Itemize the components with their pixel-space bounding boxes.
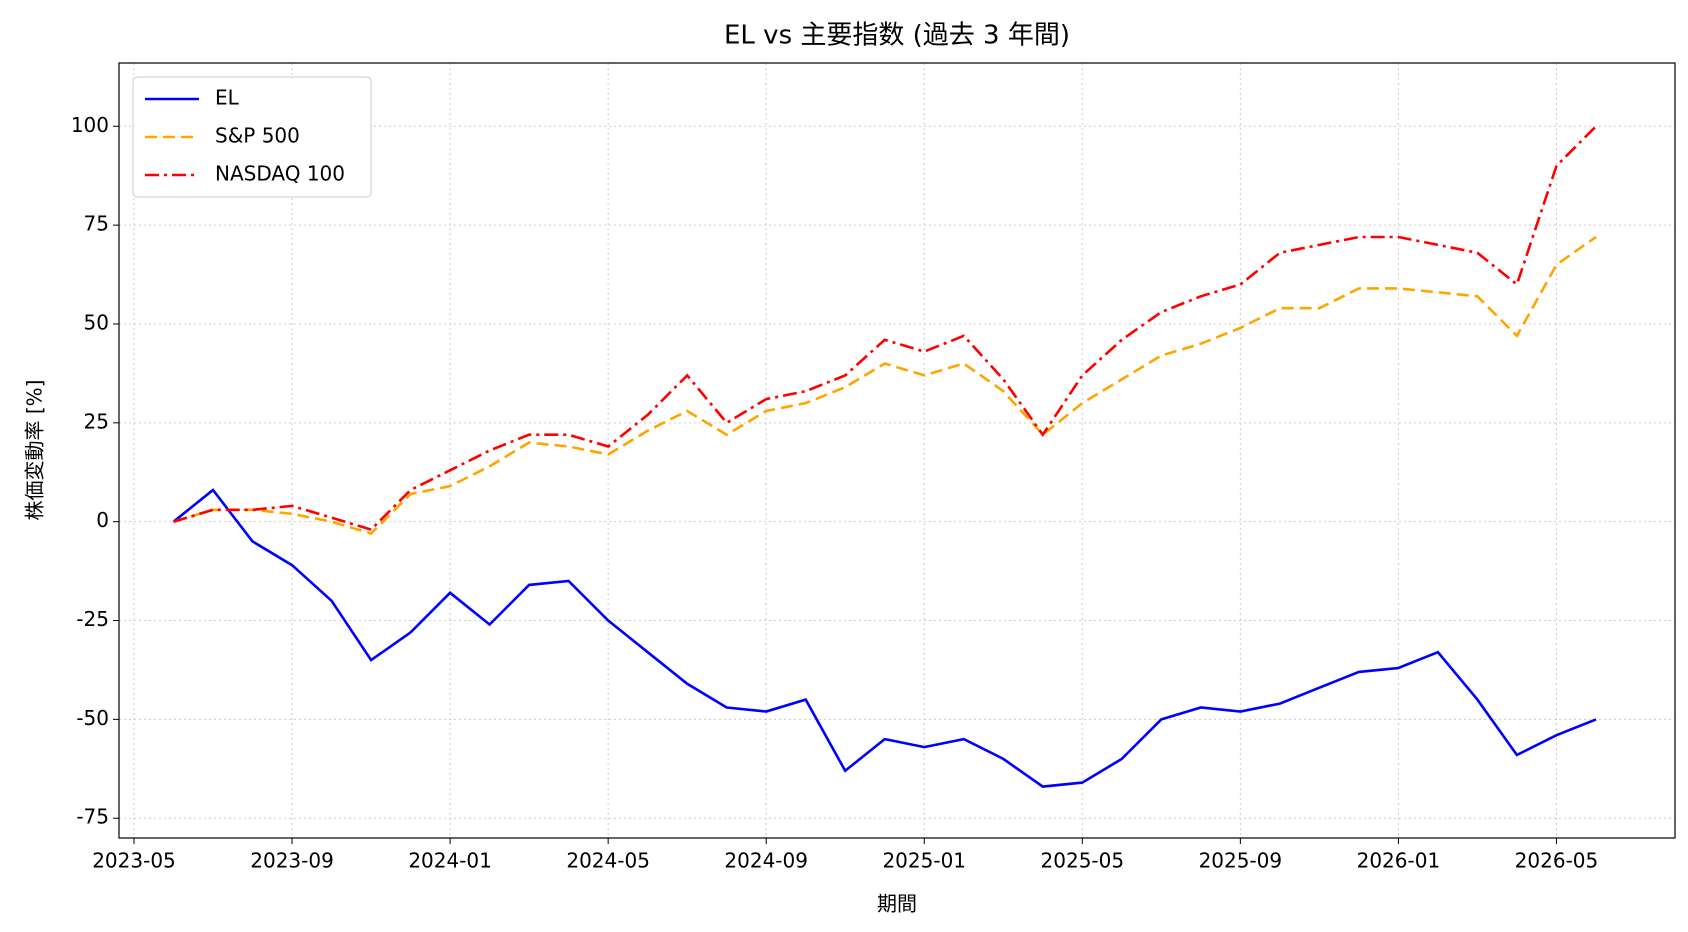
x-tick-label: 2025-09 — [1199, 849, 1283, 873]
x-tick-label: 2025-05 — [1041, 849, 1125, 873]
x-tick-label: 2024-09 — [724, 849, 808, 873]
series-line — [172, 488, 1597, 788]
x-tick-label: 2025-01 — [882, 849, 966, 873]
y-tick-label: 25 — [84, 409, 109, 433]
y-tick-label: 75 — [84, 212, 109, 236]
x-tick-label: 2023-09 — [250, 849, 334, 873]
x-tick-label: 2024-01 — [408, 849, 492, 873]
legend-box — [132, 76, 372, 198]
plot-frame — [118, 62, 1676, 839]
y-tick-label: -75 — [76, 805, 109, 829]
y-tick-label: 0 — [96, 508, 109, 532]
series-line — [173, 125, 1597, 532]
x-tick-label: 2023-05 — [92, 849, 176, 873]
x-tick-label: 2024-05 — [566, 849, 650, 873]
series-line — [173, 235, 1597, 535]
y-tick-label: 100 — [71, 113, 109, 137]
x-tick-label: 2026-01 — [1357, 849, 1441, 873]
legend-label: EL — [215, 86, 240, 110]
chart-title: EL vs 主要指数 (過去 3 年間) — [724, 21, 1070, 51]
legend-label: S&P 500 — [215, 124, 300, 148]
legend: EL S&P 500 NASDAQ 100 — [132, 76, 372, 198]
legend-label: NASDAQ 100 — [215, 162, 345, 186]
y-tick-label: 50 — [84, 310, 109, 334]
y-axis-label: 株価変動率 [%] — [23, 380, 47, 521]
y-tick-label: -50 — [76, 706, 109, 730]
x-axis-label: 期間 — [877, 892, 917, 916]
y-tick-label: -25 — [76, 607, 109, 631]
x-tick-label: 2026-05 — [1515, 849, 1599, 873]
